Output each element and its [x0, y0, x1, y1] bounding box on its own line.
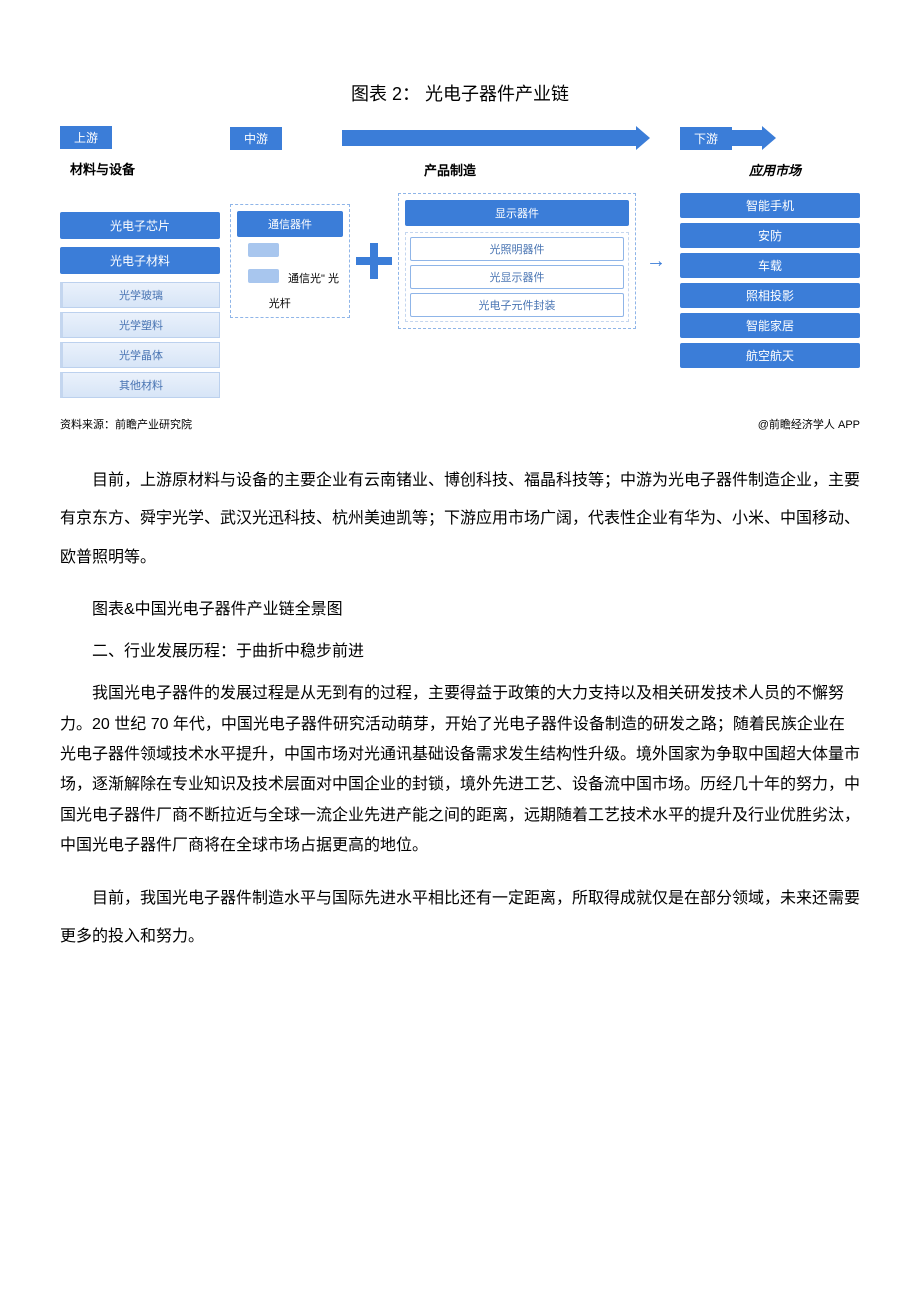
flow-arrow-head	[762, 126, 776, 150]
material-item: 其他材料	[60, 372, 220, 398]
paragraph-1: 目前，上游原材料与设备的主要企业有云南锗业、博创科技、福晶科技等；中游为光电子器…	[60, 462, 860, 577]
mid-item: 光显示器件	[410, 265, 624, 289]
arrow-right-icon: →	[642, 250, 670, 273]
upstream-column: 上游 材料与设备 光电子芯片 光电子材料 光学玻璃 光学塑料 光学晶体 其他材料	[60, 126, 220, 402]
material-item: 光学玻璃	[60, 282, 220, 308]
source-row: 资料来源：前瞻产业研究院 @前瞻经济学人 APP	[60, 416, 860, 432]
display-header: 显示器件	[405, 200, 629, 226]
downstream-tag: 下游	[680, 127, 732, 150]
paragraph-3: 目前，我国光电子器件制造水平与国际先进水平相比还有一定距离，所取得成就仅是在部分…	[60, 880, 860, 957]
chart-title: 图表 2： 光电子器件产业链	[60, 80, 860, 106]
display-subgroup: 光照明器件 光显示器件 光电子元件封装	[405, 232, 629, 322]
source-left: 资料来源：前瞻产业研究院	[60, 416, 192, 432]
app-item: 智能家居	[680, 313, 860, 338]
midstream-tag: 中游	[230, 127, 282, 150]
paragraph-2: 我国光电子器件的发展过程是从无到有的过程，主要得益于政策的大力支持以及相关研发技…	[60, 679, 860, 861]
downstream-sublabel: 应用市场	[690, 160, 860, 179]
app-item: 安防	[680, 223, 860, 248]
mid-item: 光电子元件封装	[410, 293, 624, 317]
mini-bar	[248, 243, 280, 257]
midstream-sublabel: 产品制造	[230, 160, 670, 179]
application-list: 智能手机 安防 车载 照相投影 智能家居 航空航天	[680, 193, 860, 368]
mid-left-label-1: 通信光" 光	[288, 270, 343, 286]
upstream-box-material: 光电子材料	[60, 247, 220, 274]
app-item: 智能手机	[680, 193, 860, 218]
subheading-section-2: 二、行业发展历程：于曲折中稳步前进	[60, 637, 860, 661]
plus-icon	[356, 243, 392, 279]
flow-arrow-body	[732, 130, 762, 146]
upstream-tag: 上游	[60, 126, 112, 149]
app-item: 照相投影	[680, 283, 860, 308]
app-item: 车载	[680, 253, 860, 278]
midstream-column: 中游 产品制造 通信器件 通信光" 光 光杆	[230, 126, 670, 329]
upstream-sublabel: 材料与设备	[70, 159, 220, 178]
mini-bar	[248, 269, 280, 283]
material-item: 光学塑料	[60, 312, 220, 338]
mid-left-label-2: 光杆	[269, 295, 295, 311]
mid-item: 光照明器件	[410, 237, 624, 261]
subheading-chart-ref: 图表&中国光电子器件产业链全景图	[60, 595, 860, 619]
industry-chain-diagram: 上游 材料与设备 光电子芯片 光电子材料 光学玻璃 光学塑料 光学晶体 其他材料…	[60, 126, 860, 402]
material-list: 光学玻璃 光学塑料 光学晶体 其他材料	[60, 282, 220, 398]
flow-arrow-body	[342, 130, 636, 146]
comm-header: 通信器件	[237, 211, 343, 237]
material-item: 光学晶体	[60, 342, 220, 368]
app-item: 航空航天	[680, 343, 860, 368]
flow-arrow-head	[636, 126, 650, 150]
comm-device-group: 通信器件 通信光" 光 光杆	[230, 204, 350, 318]
source-right: @前瞻经济学人 APP	[758, 416, 860, 432]
upstream-box-chip: 光电子芯片	[60, 212, 220, 239]
downstream-column: 下游 应用市场 智能手机 安防 车载 照相投影 智能家居 航空航天	[680, 126, 860, 368]
display-device-group: 显示器件 光照明器件 光显示器件 光电子元件封装	[398, 193, 636, 329]
